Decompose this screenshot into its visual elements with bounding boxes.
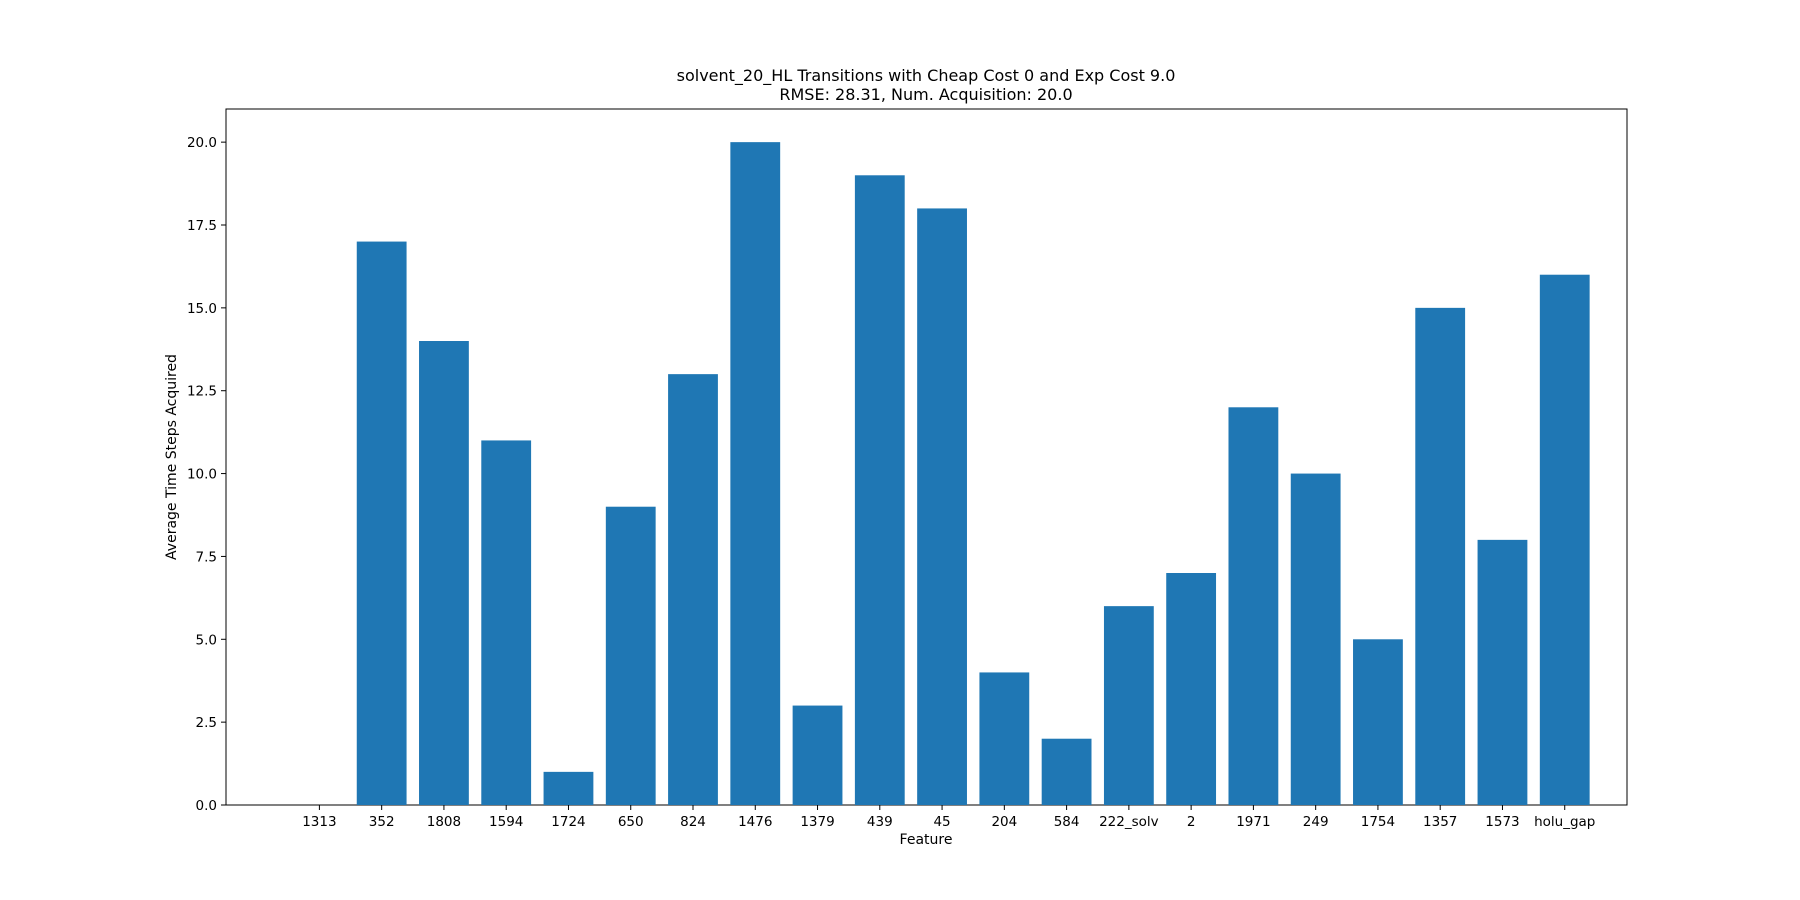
bar-204 <box>979 672 1030 805</box>
y-tick-label: 7.5 <box>196 549 217 565</box>
x-tick-label: 1357 <box>1423 814 1457 830</box>
x-tick-label: 222_solv <box>1099 814 1159 830</box>
x-tick-label: holu_gap <box>1534 814 1595 830</box>
x-tick-label: 352 <box>369 814 395 830</box>
x-tick-label: 1971 <box>1236 814 1270 830</box>
x-tick-label: 204 <box>991 814 1017 830</box>
x-tick-label: 1594 <box>489 814 523 830</box>
y-axis-label: Average Time Steps Acquired <box>164 354 180 560</box>
x-tick-label: 584 <box>1054 814 1080 830</box>
chart-title: solvent_20_HL Transitions with Cheap Cos… <box>677 66 1176 86</box>
bar-1476 <box>730 142 781 805</box>
bars-group <box>356 142 1590 806</box>
x-tick-label: 1379 <box>800 814 834 830</box>
bar-1594 <box>481 440 532 805</box>
y-tick-label: 0.0 <box>196 798 217 814</box>
bar-249 <box>1290 473 1341 805</box>
y-tick-label: 2.5 <box>196 715 217 731</box>
y-tick-label: 5.0 <box>196 632 217 648</box>
x-tick-label: 1754 <box>1361 814 1395 830</box>
bar-1379 <box>792 705 843 805</box>
x-tick-label: 824 <box>680 814 706 830</box>
bar-650 <box>605 506 656 805</box>
y-tick-label: 10.0 <box>187 467 217 483</box>
x-tick-label: 1573 <box>1485 814 1519 830</box>
bar-2 <box>1166 573 1217 805</box>
x-tick-label: 1476 <box>738 814 772 830</box>
chart-subtitle: RMSE: 28.31, Num. Acquisition: 20.0 <box>779 85 1072 104</box>
bar-439 <box>854 175 905 806</box>
x-tick-label: 1313 <box>302 814 336 830</box>
bar-1357 <box>1415 307 1466 805</box>
bar-1808 <box>419 341 469 805</box>
x-tick-label: 1808 <box>427 814 461 830</box>
bar-1754 <box>1353 639 1403 805</box>
x-tick-label: 650 <box>618 814 644 830</box>
x-axis: 1313 352 1808 1594 1724 650 824 1476 1379 439 45 20… <box>302 805 1595 830</box>
x-tick-label: 249 <box>1303 814 1329 830</box>
y-tick-label: 17.5 <box>187 218 217 234</box>
x-tick-label: 2 <box>1187 814 1196 830</box>
bar-222_solv <box>1103 606 1154 805</box>
y-tick-label: 12.5 <box>187 384 217 400</box>
bar-584 <box>1041 738 1092 805</box>
bar-824 <box>668 374 718 805</box>
x-tick-label: 439 <box>867 814 893 830</box>
x-axis-label: Feature <box>900 832 953 848</box>
x-tick-label: 45 <box>933 814 950 830</box>
y-tick-label: 15.0 <box>187 301 217 317</box>
bar-holu_gap <box>1539 274 1590 806</box>
bar-352 <box>356 241 407 805</box>
y-tick-label: 20.0 <box>187 135 217 151</box>
x-tick-label: 1724 <box>551 814 585 830</box>
bar-1971 <box>1228 407 1279 805</box>
bar-1724 <box>543 771 594 805</box>
y-axis: 0.0 2.5 5.0 7.5 10.0 12.5 15.0 17.5 20.0 <box>187 135 226 814</box>
bar-1573 <box>1477 539 1528 805</box>
bar-45 <box>917 208 967 805</box>
